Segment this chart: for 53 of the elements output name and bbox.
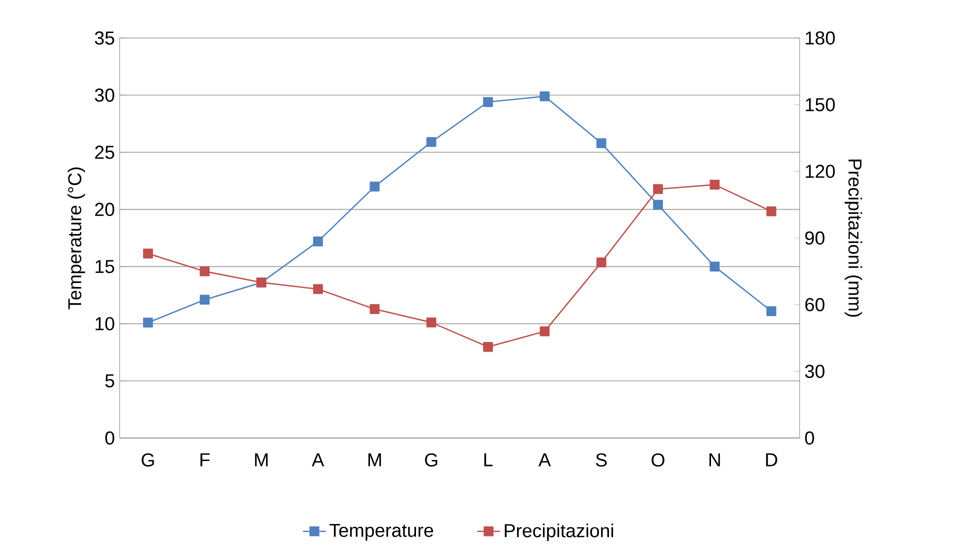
- y2-tick-label: 90: [805, 231, 824, 245]
- y2-tick-label: 0: [805, 431, 814, 445]
- point: [426, 137, 436, 147]
- point: [143, 318, 153, 328]
- x-tick-label: S: [596, 453, 607, 467]
- point: [653, 184, 663, 194]
- point: [540, 326, 550, 336]
- x-tick-label: D: [766, 453, 778, 466]
- point: [200, 266, 210, 276]
- y-axis-title: Temperature (°C): [68, 168, 86, 310]
- x-tick-label: L: [484, 453, 493, 466]
- point: [540, 91, 550, 102]
- point: [653, 200, 663, 210]
- point: [143, 248, 153, 258]
- legend-label: Precipitazioni: [504, 524, 614, 541]
- y-tick-label: 20: [95, 202, 114, 216]
- point: [710, 262, 720, 272]
- y2-tick-label: 60: [805, 298, 824, 312]
- point: [313, 236, 323, 246]
- y-tick-label: 5: [105, 374, 114, 388]
- point: [596, 138, 606, 148]
- x-tick-label: F: [200, 453, 210, 466]
- x-tick-label: G: [425, 453, 438, 467]
- y2-tick-label: 120: [806, 164, 835, 178]
- point: [370, 182, 380, 192]
- point: [370, 304, 380, 314]
- point: [766, 206, 776, 216]
- y2-tick-label: 30: [805, 364, 824, 378]
- x-tick-label: A: [312, 453, 324, 466]
- legend-label: Temperature: [330, 524, 434, 541]
- x-tick-label: M: [368, 453, 381, 466]
- x-tick-label: A: [538, 453, 551, 466]
- point: [483, 97, 493, 107]
- point: [766, 306, 776, 316]
- x-tick-label: G: [142, 453, 154, 467]
- point: [200, 294, 210, 305]
- y-tick-label: 35: [94, 31, 114, 45]
- y-tick-label: 15: [96, 260, 114, 274]
- y2-tick-label: 180: [806, 31, 835, 45]
- y-tick-label: 30: [94, 88, 114, 102]
- y-tick-label: 25: [95, 146, 114, 159]
- point: [710, 180, 720, 190]
- point: [596, 258, 606, 268]
- x-tick-label: M: [255, 453, 268, 466]
- point: [313, 284, 323, 294]
- y2-axis-title: Precipitazioni (mm): [844, 160, 862, 317]
- x-tick-label: N: [709, 453, 720, 466]
- x-tick-label: O: [652, 453, 664, 467]
- point: [483, 342, 493, 352]
- y2-tick-label: 150: [806, 98, 835, 112]
- point: [426, 318, 436, 328]
- y-tick-label: 0: [105, 431, 114, 445]
- y-tick-label: 10: [96, 317, 114, 330]
